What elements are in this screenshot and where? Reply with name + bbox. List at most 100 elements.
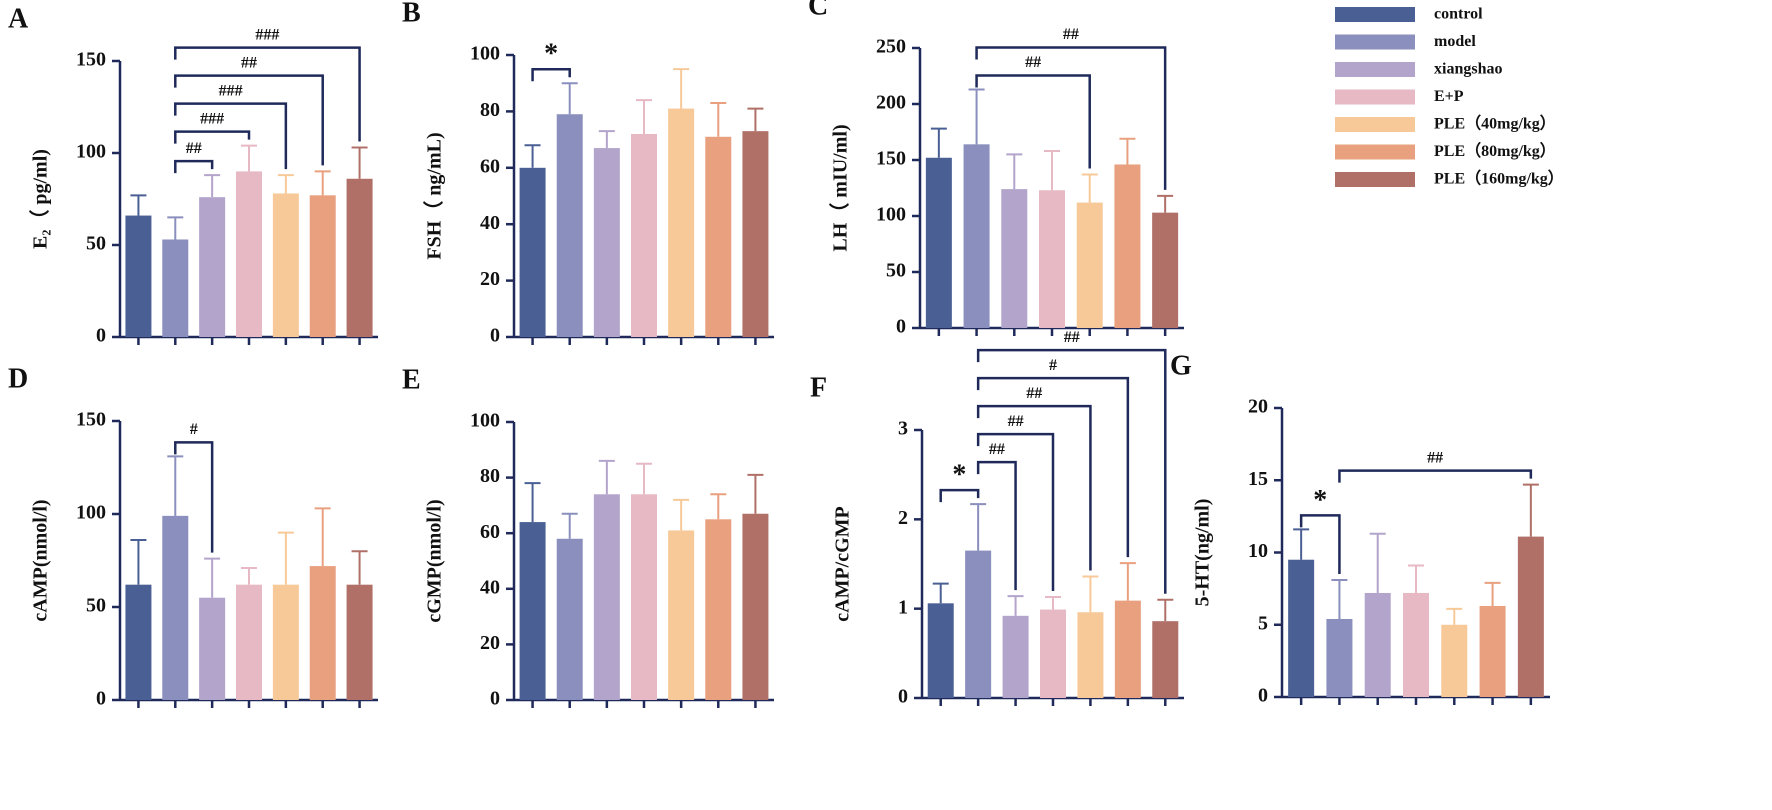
- bar: [556, 538, 583, 700]
- significance-bracket: [1299, 514, 1341, 574]
- error-bar: [968, 88, 985, 145]
- error-bar: [561, 82, 578, 115]
- y-tick-label: 1: [898, 596, 908, 618]
- y-tick-label: 150: [76, 409, 106, 431]
- bar: [1403, 592, 1429, 697]
- error-bar: [598, 130, 615, 149]
- panel: C LH（ mIU/ml) 0 50 100 150 200 250 ## ##: [808, 0, 1184, 338]
- legend-label: control: [1434, 6, 1483, 23]
- legend-label: PLE（160mg/kg）: [1434, 170, 1564, 188]
- bar: [272, 584, 299, 700]
- significance-bracket: [174, 441, 214, 553]
- bar: [1114, 600, 1141, 698]
- bar: [631, 133, 657, 337]
- significance-bracket: [174, 159, 214, 174]
- bar: [742, 513, 769, 700]
- error-bar: [351, 146, 368, 179]
- bar: [1114, 164, 1141, 328]
- error-bar: [524, 482, 541, 523]
- significance-label: ##: [1427, 449, 1443, 466]
- error-bar: [277, 531, 294, 585]
- error-bar: [636, 462, 652, 495]
- error-bar: [561, 512, 578, 539]
- y-axis-label: FSH（ ng/mL): [423, 132, 446, 259]
- error-bar: [1119, 562, 1136, 601]
- bar: [1152, 621, 1179, 698]
- y-axis-label: LH（ mIU/ml): [829, 124, 852, 251]
- error-bar: [1446, 607, 1463, 625]
- y-tick-label: 80: [480, 465, 500, 487]
- significance-label: *: [544, 39, 558, 70]
- y-tick-label: 0: [896, 316, 906, 338]
- y-tick-label: 150: [876, 148, 906, 170]
- significance-label: *: [1313, 485, 1327, 516]
- legend-swatch: [1335, 89, 1415, 105]
- legend-label: E+P: [1434, 88, 1464, 105]
- y-tick-label: 200: [876, 92, 906, 114]
- y-tick-label: 5: [1258, 612, 1268, 634]
- significance-bracket: [975, 46, 1167, 190]
- significance-bracket: [174, 74, 324, 166]
- bar: [925, 157, 952, 328]
- bar: [1326, 618, 1353, 697]
- significance-bracket: [939, 488, 980, 503]
- significance-bracket: [976, 460, 1017, 591]
- bar: [519, 167, 546, 337]
- bar: [162, 239, 189, 337]
- legend-label: PLE（40mg/kg）: [1434, 115, 1556, 133]
- y-tick-label: 20: [480, 632, 500, 654]
- bar: [346, 584, 373, 700]
- panel-label: G: [1170, 350, 1192, 381]
- error-bar: [636, 99, 652, 134]
- y-axis-label: E₂（ pg/ml): [29, 149, 52, 249]
- y-axis-label: cAMP/cGMP: [832, 506, 854, 622]
- y-tick-label: 0: [96, 688, 106, 710]
- y-tick-label: 10: [1248, 540, 1268, 562]
- bar: [1077, 612, 1104, 698]
- panel: G 5-HT(ng/ml) 0 5 10 15 20 * ##: [1170, 350, 1550, 707]
- y-tick-label: 40: [480, 212, 500, 234]
- y-tick-label: 40: [480, 576, 500, 598]
- error-bar: [1522, 483, 1539, 537]
- legend-swatch: [1335, 117, 1415, 132]
- legend-swatch: [1335, 34, 1415, 50]
- significance-label: ##: [186, 140, 202, 157]
- bar: [1517, 536, 1544, 697]
- significance-label: ##: [1026, 385, 1042, 402]
- bar: [199, 597, 226, 700]
- y-tick-label: 0: [490, 688, 500, 710]
- y-axis-label: cGMP(nmol/l): [424, 499, 446, 622]
- bar: [199, 197, 226, 337]
- bar: [927, 603, 954, 698]
- bar: [1152, 212, 1179, 328]
- error-bar: [1081, 173, 1098, 203]
- legend-label: PLE（80mg/kg）: [1434, 142, 1556, 160]
- bar: [705, 519, 732, 700]
- panel-label: F: [810, 372, 827, 403]
- error-bar: [524, 144, 541, 168]
- y-tick-label: 50: [886, 260, 906, 282]
- significance-bracket: [976, 432, 1055, 592]
- error-bar: [1119, 137, 1136, 165]
- panel-label: B: [402, 0, 421, 28]
- significance-label: ##: [1025, 54, 1041, 71]
- significance-bracket: [174, 46, 361, 142]
- bar: [668, 108, 695, 337]
- bar: [236, 584, 262, 700]
- significance-label: ##: [241, 54, 257, 71]
- significance-bracket: [174, 102, 288, 170]
- error-bar: [1044, 150, 1060, 191]
- error-bar: [277, 174, 294, 194]
- significance-label: ###: [200, 110, 224, 127]
- significance-label: #: [190, 421, 198, 438]
- bar: [1040, 609, 1066, 698]
- significance-bracket: [976, 348, 1167, 594]
- panel-label: A: [8, 3, 29, 34]
- y-tick-label: 0: [1258, 685, 1268, 707]
- bar: [593, 494, 620, 700]
- error-bar: [710, 101, 727, 137]
- bar: [1076, 202, 1103, 328]
